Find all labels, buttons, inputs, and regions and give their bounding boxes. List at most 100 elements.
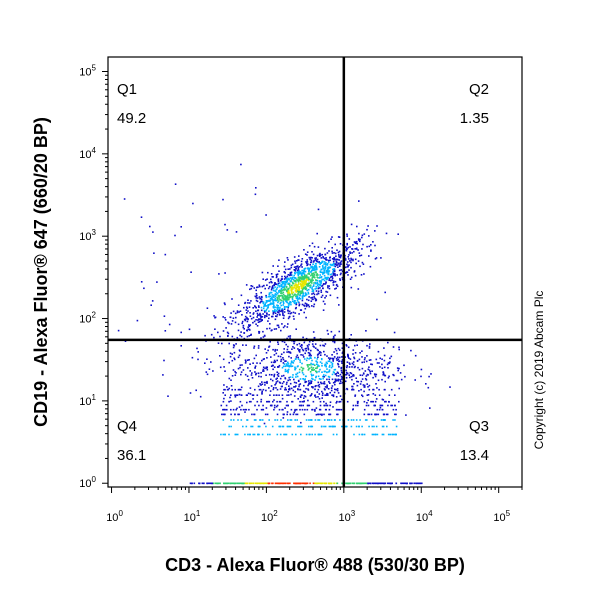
- data-point: [265, 296, 268, 299]
- data-point: [331, 264, 333, 267]
- data-point: [257, 345, 260, 347]
- data-point: [318, 283, 320, 285]
- data-point: [316, 283, 319, 285]
- data-point: [245, 408, 248, 411]
- data-point: [249, 387, 252, 389]
- data-point: [238, 482, 240, 485]
- data-point: [221, 342, 223, 345]
- data-point: [326, 404, 328, 407]
- data-point: [398, 346, 400, 349]
- data-point: [270, 281, 272, 283]
- data-point: [286, 298, 288, 301]
- data-point: [230, 419, 232, 421]
- data-point: [395, 379, 398, 382]
- data-point: [285, 306, 288, 308]
- data-point: [311, 296, 314, 299]
- data-point: [361, 236, 363, 239]
- data-point: [287, 363, 290, 365]
- data-point: [357, 238, 360, 240]
- data-point: [275, 310, 278, 312]
- data-point: [289, 268, 291, 270]
- data-point: [321, 390, 323, 393]
- data-point: [270, 365, 273, 367]
- data-point: [287, 365, 289, 367]
- data-point: [372, 400, 374, 403]
- data-point: [265, 214, 267, 216]
- data-point: [236, 394, 239, 396]
- data-point: [260, 400, 262, 403]
- data-point: [322, 309, 325, 311]
- data-point: [310, 266, 313, 268]
- data-point: [361, 248, 363, 250]
- data-point: [293, 347, 296, 349]
- data-point: [312, 340, 314, 342]
- data-point: [227, 335, 229, 337]
- data-point: [278, 310, 281, 312]
- data-point: [237, 419, 239, 421]
- data-point: [355, 262, 357, 265]
- data-point: [298, 303, 301, 306]
- data-point: [286, 394, 288, 396]
- data-point: [333, 391, 336, 394]
- data-point: [317, 349, 319, 352]
- data-point: [336, 264, 339, 266]
- data-point: [295, 301, 297, 304]
- data-point: [306, 264, 308, 267]
- data-point: [262, 336, 265, 338]
- data-point: [330, 366, 333, 369]
- data-point: [289, 335, 292, 337]
- data-point: [338, 253, 340, 256]
- data-point: [383, 419, 386, 421]
- data-point: [298, 287, 300, 289]
- data-point: [189, 392, 192, 394]
- data-point: [363, 273, 365, 275]
- data-point: [273, 375, 275, 378]
- data-point: [311, 277, 314, 279]
- data-point: [278, 308, 281, 310]
- data-point: [330, 389, 333, 392]
- data-point: [318, 370, 320, 373]
- data-point: [263, 370, 265, 372]
- data-point: [219, 335, 221, 338]
- data-point: [230, 379, 232, 381]
- data-point: [384, 482, 387, 485]
- data-point: [222, 358, 225, 361]
- data-point: [326, 252, 329, 254]
- data-point: [286, 351, 288, 353]
- data-point: [370, 413, 373, 416]
- data-point: [246, 320, 249, 323]
- data-point: [296, 269, 299, 272]
- data-point: [219, 366, 222, 369]
- data-point: [300, 404, 302, 407]
- data-point: [303, 341, 306, 344]
- data-point: [298, 296, 301, 299]
- data-point: [332, 281, 335, 283]
- data-point: [262, 388, 265, 391]
- data-point: [304, 270, 307, 273]
- data-point: [281, 340, 284, 343]
- data-point: [252, 394, 255, 396]
- data-point: [255, 372, 257, 375]
- data-point: [269, 297, 272, 300]
- data-point: [296, 299, 299, 302]
- data-point: [324, 253, 327, 256]
- data-point: [345, 371, 348, 374]
- data-point: [287, 278, 290, 280]
- data-point: [252, 316, 255, 319]
- data-point: [306, 283, 308, 286]
- data-point: [325, 271, 328, 273]
- data-point: [366, 355, 368, 357]
- data-point: [321, 371, 323, 373]
- data-point: [213, 336, 215, 339]
- data-point: [272, 482, 274, 485]
- data-point: [273, 284, 275, 286]
- data-point: [309, 371, 312, 373]
- data-point: [292, 346, 294, 348]
- data-point: [283, 305, 286, 308]
- data-point: [347, 482, 350, 485]
- data-point: [273, 328, 276, 330]
- data-point: [318, 266, 321, 268]
- data-point: [352, 374, 354, 376]
- data-point: [368, 388, 371, 391]
- data-point: [314, 408, 316, 411]
